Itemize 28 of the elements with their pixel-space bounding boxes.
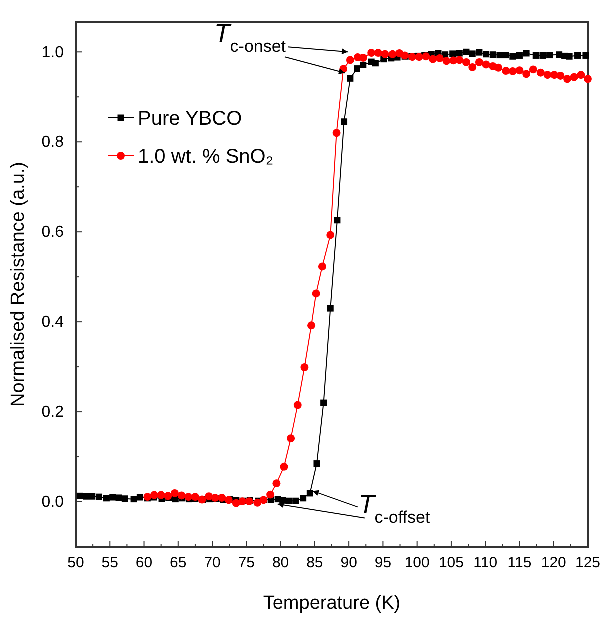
x-tick-label: 100 [404, 554, 430, 572]
x-tick-label: 120 [541, 554, 566, 572]
legend-label: 1.0 wt. % SnO₂ [138, 146, 274, 168]
x-tick-label: 55 [102, 554, 118, 572]
x-tick-label: 60 [136, 554, 153, 572]
x-tick-label: 50 [68, 554, 84, 572]
y-tick-label: 0.4 [42, 314, 64, 332]
y-tick-label: 0.2 [42, 404, 64, 422]
x-tick-label: 75 [238, 554, 256, 572]
y-tick-label: 0.0 [42, 494, 64, 512]
y-tick-label: 0.6 [42, 224, 64, 242]
y-tick-label: 0.8 [42, 134, 64, 152]
annotation: T$_{c-offset}$ [358, 489, 430, 527]
x-tick-label: 105 [438, 554, 464, 572]
x-tick-label: 90 [340, 554, 358, 572]
x-tick-label: 110 [474, 554, 498, 572]
x-tick-label: 115 [508, 554, 532, 572]
x-tick-label: 65 [170, 554, 187, 572]
annotation: T$_{c-onset}$ [214, 18, 286, 56]
x-tick-label: 95 [374, 554, 392, 572]
x-tick-label: 85 [306, 554, 324, 572]
x-tick-label: 80 [272, 554, 290, 572]
x-axis-title: Temperature (K) [263, 593, 401, 614]
x-tick-label: 70 [204, 554, 221, 572]
y-axis-title: Normalised Resistance (a.u.) [8, 162, 29, 407]
x-tick-label: 125 [575, 554, 601, 572]
y-tick-label: 1.0 [42, 44, 64, 62]
legend-label: Pure YBCO [138, 108, 242, 130]
